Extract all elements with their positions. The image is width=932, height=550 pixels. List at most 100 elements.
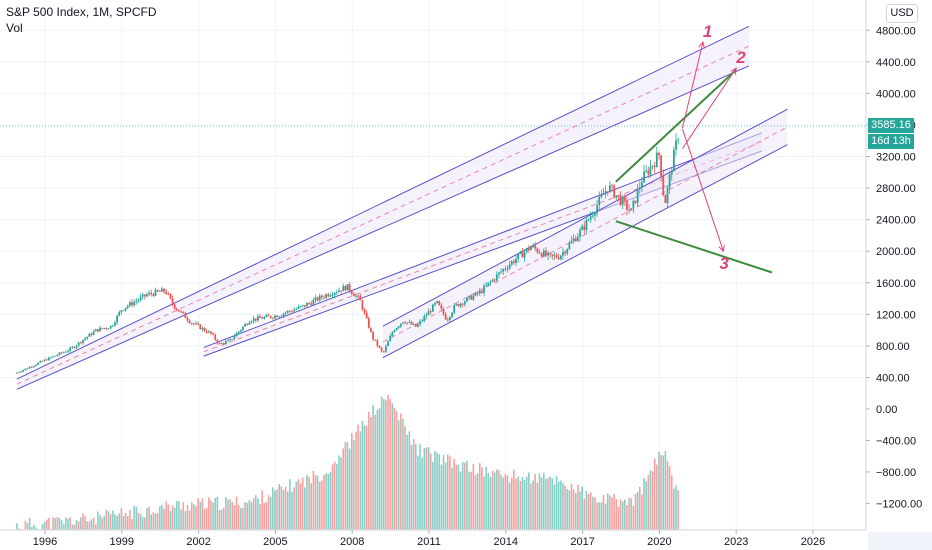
candle-body xyxy=(225,341,227,345)
candle-body xyxy=(542,250,545,257)
candle-body xyxy=(423,316,426,321)
candle-body xyxy=(54,355,57,357)
candle-body xyxy=(327,294,330,297)
candle-body xyxy=(265,315,268,318)
volume-bar xyxy=(77,521,80,530)
candle-body xyxy=(33,365,35,367)
volume-bar xyxy=(421,457,423,530)
volume-bar xyxy=(374,414,377,530)
volume-bar xyxy=(133,505,135,530)
candle-body xyxy=(254,318,257,321)
candle-body xyxy=(291,311,293,312)
volume-bar xyxy=(542,472,545,530)
candle-body xyxy=(248,322,251,325)
candle-body xyxy=(417,324,419,327)
candle-body xyxy=(587,219,590,221)
volume-bar xyxy=(178,501,180,530)
volume-bar xyxy=(400,413,402,530)
candle-body xyxy=(395,328,398,331)
candle-body xyxy=(421,320,424,322)
volume-bar xyxy=(250,501,253,530)
candle-body xyxy=(666,187,669,204)
volume-bar xyxy=(385,400,387,530)
x-tick-label: 2023 xyxy=(724,536,748,548)
candle-body xyxy=(137,300,140,301)
volume-bar xyxy=(318,481,321,530)
candle-body xyxy=(551,254,554,256)
candle-body xyxy=(638,187,641,190)
annotation-label-2: 2 xyxy=(735,48,746,67)
volume-bar xyxy=(30,527,33,530)
candle-body xyxy=(182,311,185,313)
candle-body xyxy=(169,293,172,299)
candle-body xyxy=(111,325,114,327)
channel-line xyxy=(16,25,750,380)
volume-bar xyxy=(406,434,409,530)
countdown-tag: 16d 13h xyxy=(868,134,914,150)
volume-bar xyxy=(75,520,78,530)
candle-body xyxy=(655,152,658,168)
candle-body xyxy=(404,322,407,324)
volume-bar xyxy=(289,479,291,530)
volume-bar xyxy=(470,471,473,530)
x-tick-label: 1996 xyxy=(33,536,57,548)
candle-body xyxy=(604,191,607,195)
volume-bar xyxy=(551,478,554,530)
candle-body xyxy=(463,301,466,305)
candle-body xyxy=(43,359,46,362)
volume-bar xyxy=(562,483,564,530)
volume-bar xyxy=(297,479,300,530)
volume-bar xyxy=(466,460,468,530)
candle-body xyxy=(444,314,447,320)
volume-bar xyxy=(129,509,131,530)
volume-bar xyxy=(344,441,347,530)
candle-body xyxy=(97,329,99,332)
volume-bar xyxy=(425,447,428,530)
candle-body xyxy=(429,311,432,312)
y-tick-label: 4800.00 xyxy=(876,25,916,37)
volume-bar xyxy=(572,489,575,530)
candle-body xyxy=(267,315,270,317)
candle-body xyxy=(431,304,434,312)
volume-bar xyxy=(109,514,112,530)
volume-bar xyxy=(432,461,434,530)
volume-bar xyxy=(299,483,302,530)
volume-bar xyxy=(267,495,270,530)
candle-body xyxy=(570,240,573,244)
candle-body xyxy=(481,290,483,293)
y-tick-label: 2800.00 xyxy=(876,183,916,195)
volume-bar xyxy=(372,405,374,530)
candle-body xyxy=(342,285,345,292)
volume-bar xyxy=(286,491,289,530)
candle-body xyxy=(165,291,168,294)
candle-body xyxy=(26,368,29,370)
volume-bar xyxy=(218,510,221,530)
candle-body xyxy=(197,323,200,325)
candle-body xyxy=(350,291,353,294)
candle-body xyxy=(363,309,366,313)
volume-bar xyxy=(48,517,50,530)
channel-median xyxy=(382,126,788,343)
candle-body xyxy=(536,248,539,253)
candle-body xyxy=(472,295,475,300)
volume-bar xyxy=(165,501,167,530)
candle-body xyxy=(572,238,575,241)
candle-body xyxy=(114,322,116,326)
channel-fill-2 xyxy=(203,132,762,357)
candle-body xyxy=(276,315,279,318)
volume-bar xyxy=(41,524,44,530)
candle-body xyxy=(594,213,596,216)
volume-bar xyxy=(107,511,110,530)
y-tick-label: 4000.00 xyxy=(876,88,916,100)
volume-bar xyxy=(402,418,404,530)
candle-body xyxy=(190,323,193,324)
volume-bar xyxy=(325,473,327,530)
currency-button[interactable]: USD xyxy=(886,4,918,23)
candle-body xyxy=(626,200,628,210)
candle-body xyxy=(203,327,206,331)
x-tick-label: 2008 xyxy=(340,536,364,548)
candle-body xyxy=(559,255,562,260)
candle-body xyxy=(257,316,259,321)
candle-body xyxy=(621,197,624,205)
